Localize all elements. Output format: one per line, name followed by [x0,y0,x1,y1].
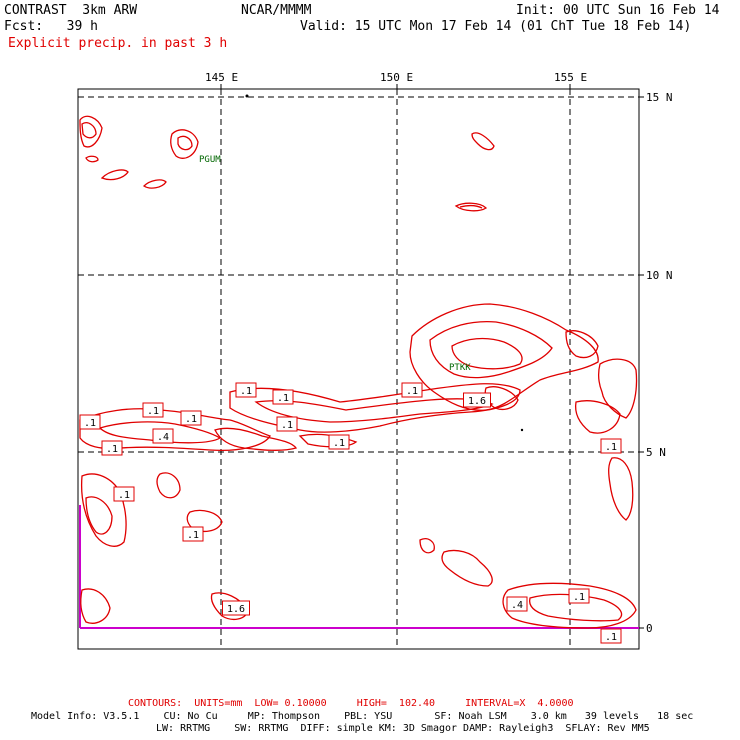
contour-label-layer: .1 .1 .1 .4 .1 .1 .1 .1 .1 .1 1.6 .1 .1 1.6 .4 .1 .1 .1 [79,382,622,644]
lat-label-0: 0 [646,622,653,635]
contour-value-label: .1 [235,382,257,398]
contour-value-text: .1 [185,414,197,425]
contour-sw-5 [186,509,223,533]
contour-value-label: .1 [401,382,423,398]
contour-sw-4 [156,472,181,499]
contour-value-text: .4 [511,600,523,611]
lat-label-15n: 15 N [646,91,673,104]
contour-value-text: .1 [573,592,585,603]
marker-dot-1 [245,94,249,98]
contour-ne-3 [459,204,483,209]
contour-value-label: .1 [142,402,164,418]
contour-value-text: .1 [277,393,289,404]
organization: NCAR/MMMM [241,3,312,18]
contour-east-2 [429,320,553,379]
lat-label-10n: 10 N [646,269,673,282]
contour-value-text: .1 [187,530,199,541]
contour-value-text: 1.6 [468,396,486,407]
model-info-line1: Model Info: V3.5.1 CU: No Cu MP: Thompso… [31,711,694,722]
contour-se-1 [502,582,637,629]
contour-s-1 [419,538,435,554]
contour-value-text: .1 [605,632,617,643]
contour-value-label: .4 [152,428,174,444]
contour-band-central-3 [298,433,358,448]
contour-east-4 [565,330,599,359]
contour-value-label: 1.6 [463,392,491,408]
contour-east-7 [574,400,621,434]
lon-label-145: 145 E [205,71,238,84]
forecast-hour: Fcst: 39 h [4,19,98,34]
map-frame [77,88,640,650]
contour-east-1 [409,303,599,411]
field-name: Explicit precip. in past 3 h [8,36,228,51]
contour-value-label: .4 [506,596,528,612]
marker-dot-2 [520,428,524,432]
contour-sw-3 [80,588,111,624]
contour-ne-2 [454,202,488,212]
contour-value-label: .1 [180,410,202,426]
contour-value-label: .1 [276,416,298,432]
contour-value-text: .1 [605,442,617,453]
contour-band-west-3 [214,427,298,451]
contour-value-label: .1 [328,434,350,450]
lon-label-155: 155 E [554,71,587,84]
contour-east-3 [451,337,523,370]
contour-value-label: .1 [101,440,123,456]
contour-value-text: .1 [333,438,345,449]
contour-nw-1 [79,115,103,148]
contour-value-text: .1 [281,420,293,431]
contour-value-label: .1 [600,628,622,644]
valid-time: Valid: 15 UTC Mon 17 Feb 14 (01 ChT Tue … [300,19,692,34]
init-time: Init: 00 UTC Sun 16 Feb 14 [516,3,720,18]
contour-value-label: .1 [568,588,590,604]
contour-small-2 [100,169,129,181]
contour-value-text: .1 [147,406,159,417]
tick-marks [220,84,644,629]
contour-value-label: .1 [600,438,622,454]
contour-small-1 [85,155,99,163]
contour-value-text: .1 [240,386,252,397]
model-title: CONTRAST 3km ARW [4,3,138,18]
precip-contours [79,115,638,629]
contour-value-text: .1 [84,418,96,429]
contour-value-label: 1.6 [222,600,250,616]
contour-value-label: .1 [113,486,135,502]
contour-nw-2 [81,122,97,139]
contour-sw-6 [210,592,249,621]
contour-s-2 [441,549,493,587]
contour-band-central-1 [229,383,521,433]
contour-guam-2 [177,135,193,151]
lon-label-150: 150 E [380,71,413,84]
lat-label-5n: 5 N [646,446,666,459]
contour-se-3 [608,457,634,521]
contour-sw-1 [80,473,127,547]
contour-band-central-2 [254,398,494,423]
contour-value-label: .1 [182,526,204,542]
contour-sw-2 [85,496,113,535]
contour-small-3 [142,179,167,189]
contour-value-text: .4 [157,432,169,443]
contour-value-label: .1 [272,389,294,405]
station-pgum: PGUM [199,155,221,165]
contour-value-text: 1.6 [227,604,245,615]
contour-value-text: .1 [118,490,130,501]
contour-guam-1 [170,129,199,159]
contour-east-6 [598,358,638,419]
contour-value-text: .1 [106,444,118,455]
domain-boundary [79,505,639,629]
contour-info: CONTOURS: UNITS=mm LOW= 0.10000 HIGH= 10… [128,698,574,709]
contour-value-label: .1 [79,414,101,430]
model-info-line2: LW: RRTMG SW: RRTMG DIFF: simple KM: 3D … [156,723,650,734]
contour-ne-1 [471,132,495,151]
contour-value-text: .1 [406,386,418,397]
graticule [78,89,639,649]
station-ptkk: PTKK [449,363,471,373]
